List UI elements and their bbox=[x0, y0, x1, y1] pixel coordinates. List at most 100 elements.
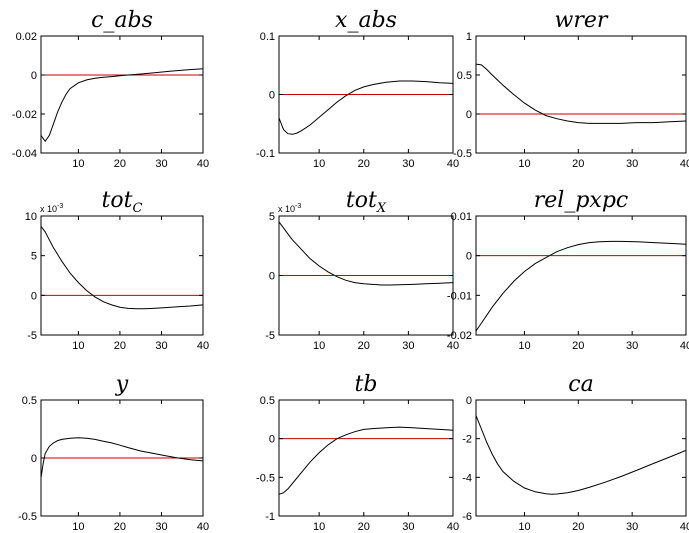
subplot-title: totX bbox=[346, 188, 387, 216]
x-tick-label: 30 bbox=[402, 340, 414, 352]
y-tick-label: -0.5 bbox=[453, 148, 472, 160]
axes-box bbox=[278, 399, 454, 517]
subplot-title: totC bbox=[102, 188, 143, 216]
y-tick-label: 5 bbox=[269, 211, 275, 223]
series-line bbox=[476, 240, 686, 332]
x-tick-label: 20 bbox=[358, 158, 370, 170]
y-tick-label: 0 bbox=[269, 434, 275, 446]
subplot-2: 10 20 30 40 0.1 0 -0.1 x_abs bbox=[256, 8, 459, 170]
y-tick-label: 0 bbox=[466, 395, 472, 407]
y-tick-label: 0 bbox=[31, 453, 37, 465]
y-tick-label: -0.04 bbox=[12, 148, 37, 160]
y-tick-label: -0.1 bbox=[256, 148, 275, 160]
x-tick-label: 20 bbox=[572, 158, 584, 170]
y-tick-label: 0 bbox=[466, 251, 472, 263]
x-tick-label: 10 bbox=[313, 340, 325, 352]
x-tick-label: 10 bbox=[313, 521, 325, 533]
x-tick-label: 40 bbox=[197, 340, 209, 352]
series-line bbox=[476, 415, 686, 495]
subplot-title: wrer bbox=[555, 8, 609, 33]
y-tick-label: -2 bbox=[462, 434, 472, 446]
y-tick-label: -0.5 bbox=[18, 511, 37, 523]
y-tick-label: 0.01 bbox=[451, 211, 472, 223]
y-tick-label: 0.1 bbox=[260, 31, 275, 43]
x-tick-label: 40 bbox=[197, 158, 209, 170]
x-tick-label: 40 bbox=[680, 158, 689, 170]
axes-box bbox=[475, 35, 687, 154]
x-tick-label: 20 bbox=[114, 340, 126, 352]
x-tick-label: 10 bbox=[313, 158, 325, 170]
x-tick-label: 20 bbox=[572, 340, 584, 352]
x-tick-label: 20 bbox=[114, 521, 126, 533]
x-tick-label: 40 bbox=[447, 340, 459, 352]
series-line bbox=[279, 80, 453, 135]
series-line bbox=[279, 221, 453, 286]
y-tick-label: -0.02 bbox=[447, 330, 472, 342]
exponent-label: x 10-3 bbox=[40, 203, 63, 214]
subplot-title: c_abs bbox=[91, 8, 153, 33]
subplot-title: x_abs bbox=[335, 8, 397, 33]
y-tick-label: 0 bbox=[269, 271, 275, 283]
x-tick-label: 30 bbox=[155, 158, 167, 170]
x-tick-label: 20 bbox=[358, 340, 370, 352]
y-tick-label: 0 bbox=[269, 90, 275, 102]
y-tick-label: 0.02 bbox=[16, 31, 37, 43]
series-line bbox=[41, 68, 203, 143]
exponent-label: x 10-3 bbox=[278, 203, 301, 214]
y-tick-label: 0 bbox=[31, 290, 37, 302]
y-tick-label: -0.5 bbox=[256, 472, 275, 484]
series-line bbox=[41, 437, 203, 478]
x-tick-label: 40 bbox=[197, 521, 209, 533]
y-tick-label: 1 bbox=[466, 31, 472, 43]
y-tick-label: -1 bbox=[265, 511, 275, 523]
x-tick-label: 30 bbox=[155, 521, 167, 533]
y-tick-label: 10 bbox=[25, 211, 37, 223]
y-tick-label: -6 bbox=[462, 511, 472, 523]
x-tick-label: 40 bbox=[680, 521, 689, 533]
subplot-6: 10 20 30 40 0.01 0 -0.01 -0.02 rel_pxpc bbox=[447, 188, 689, 352]
x-tick-label: 40 bbox=[447, 521, 459, 533]
subplot-4: 10 20 30 40 10 5 0 -5 totC x 10-3 bbox=[25, 188, 209, 352]
axes-box bbox=[475, 215, 687, 336]
subplot-9: 10 20 30 40 0 -2 -4 -6 ca bbox=[462, 372, 689, 533]
x-tick-label: 30 bbox=[402, 521, 414, 533]
y-tick-label: 5 bbox=[31, 251, 37, 263]
y-tick-label: 0 bbox=[466, 109, 472, 121]
y-tick-label: -0.02 bbox=[12, 109, 37, 121]
series-line bbox=[476, 63, 686, 124]
axes-box bbox=[475, 399, 687, 517]
x-tick-label: 10 bbox=[518, 340, 530, 352]
x-tick-label: 30 bbox=[626, 340, 638, 352]
y-tick-label: -5 bbox=[27, 330, 37, 342]
y-tick-label: 0 bbox=[31, 70, 37, 82]
y-tick-label: 0.5 bbox=[457, 70, 472, 82]
x-tick-label: 40 bbox=[680, 340, 689, 352]
y-tick-label: -0.01 bbox=[447, 290, 472, 302]
x-tick-label: 20 bbox=[114, 158, 126, 170]
subplot-title: rel_pxpc bbox=[534, 188, 628, 213]
x-tick-label: 10 bbox=[72, 158, 84, 170]
series-line bbox=[41, 226, 203, 310]
y-tick-label: 0.5 bbox=[22, 395, 37, 407]
y-tick-label: 0.5 bbox=[260, 395, 275, 407]
subplot-3: 10 20 30 40 1 0.5 0 -0.5 wrer bbox=[453, 8, 689, 170]
x-tick-label: 20 bbox=[572, 521, 584, 533]
subplot-title: ca bbox=[568, 372, 593, 397]
y-tick-label: -4 bbox=[462, 472, 472, 484]
subplot-7: 10 20 30 40 0.5 0 -0.5 y bbox=[18, 372, 209, 533]
series-line bbox=[279, 426, 453, 495]
x-tick-label: 10 bbox=[72, 521, 84, 533]
axes-box bbox=[40, 215, 204, 336]
x-tick-label: 30 bbox=[626, 521, 638, 533]
x-tick-label: 10 bbox=[518, 521, 530, 533]
x-tick-label: 20 bbox=[358, 521, 370, 533]
x-tick-label: 30 bbox=[402, 158, 414, 170]
subplot-title: y bbox=[115, 372, 129, 397]
axes-box bbox=[40, 35, 204, 154]
subplot-title: tb bbox=[355, 372, 378, 397]
subplot-1: 10 20 30 40 0.02 0 -0.02 -0.04 c_abs bbox=[12, 8, 209, 170]
x-tick-label: 10 bbox=[72, 340, 84, 352]
x-tick-label: 30 bbox=[626, 158, 638, 170]
